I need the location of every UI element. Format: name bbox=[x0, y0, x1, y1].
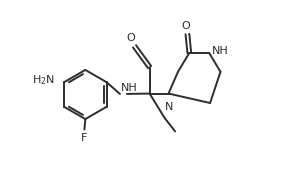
Text: H$_2$N: H$_2$N bbox=[32, 73, 55, 87]
Text: NH: NH bbox=[121, 83, 138, 93]
Text: O: O bbox=[181, 21, 190, 31]
Text: F: F bbox=[81, 133, 88, 143]
Text: NH: NH bbox=[212, 46, 229, 56]
Text: N: N bbox=[165, 102, 174, 112]
Text: O: O bbox=[127, 33, 136, 43]
